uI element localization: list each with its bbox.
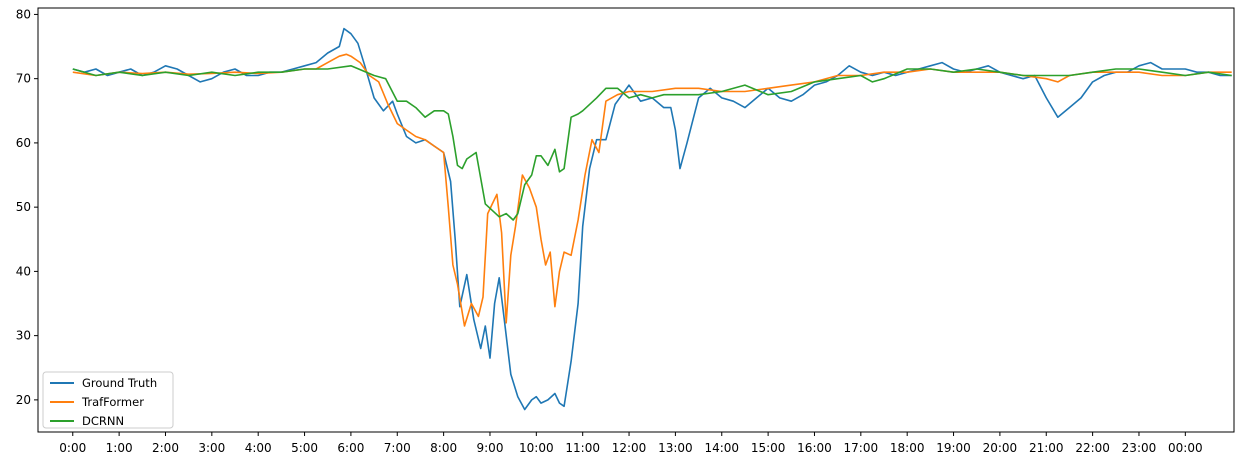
x-tick-label: 9:00 xyxy=(477,441,504,455)
x-tick-label: 7:00 xyxy=(384,441,411,455)
y-tick-label: 60 xyxy=(16,136,31,150)
x-tick-label: 12:00 xyxy=(612,441,647,455)
x-tick-label: 2:00 xyxy=(152,441,179,455)
x-tick-label: 8:00 xyxy=(430,441,457,455)
y-axis-ticks: 20 30 40 50 60 70 80 xyxy=(16,7,38,407)
x-tick-label: 00:00 xyxy=(1168,441,1203,455)
x-tick-label: 17:00 xyxy=(844,441,879,455)
x-tick-label: 13:00 xyxy=(658,441,693,455)
x-tick-label: 16:00 xyxy=(797,441,832,455)
legend-label-trafformer: TrafFormer xyxy=(81,395,144,409)
x-tick-label: 22:00 xyxy=(1075,441,1110,455)
y-tick-label: 30 xyxy=(16,329,31,343)
x-tick-label: 18:00 xyxy=(890,441,925,455)
legend-box xyxy=(42,371,174,429)
x-tick-label: 20:00 xyxy=(983,441,1018,455)
x-tick-label: 11:00 xyxy=(565,441,600,455)
legend: Ground Truth TrafFormer DCRNN xyxy=(42,371,174,429)
series-lines xyxy=(72,27,1232,411)
axes-frame xyxy=(37,7,1235,433)
x-tick-label: 1:00 xyxy=(106,441,133,455)
y-tick-label: 40 xyxy=(16,264,31,278)
y-tick-label: 80 xyxy=(16,7,31,21)
x-tick-label: 6:00 xyxy=(337,441,364,455)
x-tick-label: 3:00 xyxy=(198,441,225,455)
x-tick-label: 21:00 xyxy=(1029,441,1064,455)
x-tick-label: 10:00 xyxy=(519,441,554,455)
y-tick-label: 70 xyxy=(16,72,31,86)
legend-label-dcrnn: DCRNN xyxy=(82,414,124,428)
x-axis-ticks: 0:00 1:00 2:00 3:00 4:00 5:00 6:00 7:00 8:00 9:00… xyxy=(59,432,1203,455)
x-tick-label: 23:00 xyxy=(1122,441,1157,455)
x-tick-label: 14:00 xyxy=(704,441,739,455)
x-tick-label: 5:00 xyxy=(291,441,318,455)
legend-label-ground-truth: Ground Truth xyxy=(82,376,157,390)
y-tick-label: 20 xyxy=(16,393,31,407)
x-tick-label: 4:00 xyxy=(245,441,272,455)
dcrnn-line xyxy=(72,65,1232,221)
x-tick-label: 15:00 xyxy=(751,441,786,455)
y-tick-label: 50 xyxy=(16,200,31,214)
x-tick-label: 0:00 xyxy=(59,441,86,455)
x-tick-label: 19:00 xyxy=(936,441,971,455)
plot-area xyxy=(37,7,1235,433)
